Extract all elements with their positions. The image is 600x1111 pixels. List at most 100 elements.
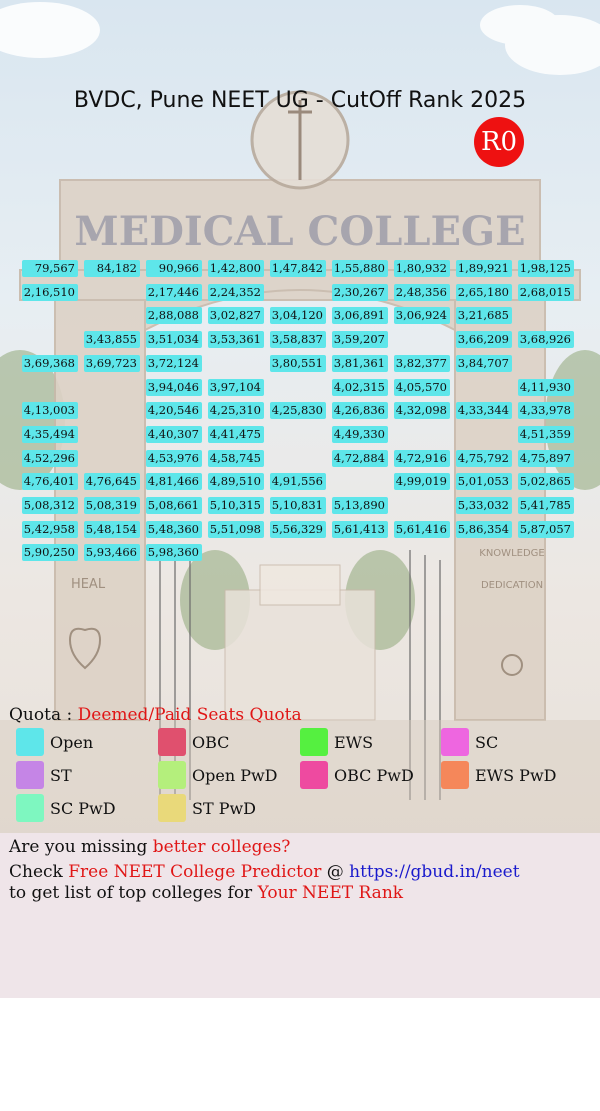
- rank-cell: 3,68,926: [518, 331, 574, 348]
- rank-cell: 5,41,785: [518, 497, 574, 514]
- rank-cell: 4,05,570: [394, 379, 450, 396]
- promo-text: Check: [9, 862, 69, 882]
- rank-cell: 2,88,088: [146, 307, 202, 324]
- legend-label: ST PwD: [192, 798, 257, 818]
- pillar-left-text: HEAL: [71, 577, 106, 592]
- legend-swatch: [158, 728, 186, 756]
- legend-label: EWS PwD: [475, 765, 557, 785]
- rank-cell: 3,53,361: [208, 331, 264, 348]
- rank-cell: 1,47,842: [270, 260, 326, 277]
- rank-cell: 4,91,556: [270, 473, 326, 490]
- rank-cell: 5,93,466: [84, 544, 140, 561]
- legend-item: OBC: [158, 727, 229, 757]
- legend-item: ST: [16, 760, 72, 790]
- legend-swatch: [16, 728, 44, 756]
- promo-line-2: Check Free NEET College Predictor @ http…: [9, 862, 520, 882]
- rank-cell: 5,86,354: [456, 521, 512, 538]
- rank-cell: 1,42,800: [208, 260, 264, 277]
- rank-cell: 4,25,310: [208, 402, 264, 419]
- rank-cell: 4,51,359: [518, 426, 574, 443]
- rank-cell: 5,10,831: [270, 497, 326, 514]
- legend-swatch: [158, 794, 186, 822]
- legend-label: SC PwD: [50, 798, 116, 818]
- page-title: BVDC, Pune NEET UG - CutOff Rank 2025: [73, 88, 527, 113]
- promo-text: @: [321, 862, 350, 882]
- rank-cell: 4,02,315: [332, 379, 388, 396]
- rank-cell: 2,17,446: [146, 284, 202, 301]
- rank-cell: 5,08,312: [22, 497, 78, 514]
- rank-cell: 4,52,296: [22, 450, 78, 467]
- rank-cell: 3,04,120: [270, 307, 326, 324]
- quota-value: Deemed/Paid Seats Quota: [77, 705, 302, 725]
- legend-label: EWS: [334, 732, 374, 752]
- rank-cell: 4,41,475: [208, 426, 264, 443]
- rank-cell: 3,58,837: [270, 331, 326, 348]
- legend-swatch: [441, 761, 469, 789]
- rank-cell: 2,24,352: [208, 284, 264, 301]
- legend-item: SC PwD: [16, 793, 116, 823]
- promo-line-3: to get list of top colleges for Your NEE…: [9, 883, 403, 903]
- rank-cell: 5,42,958: [22, 521, 78, 538]
- legend-label: Open PwD: [192, 765, 278, 785]
- predictor-link[interactable]: Free NEET College Predictor: [68, 862, 322, 882]
- legend-item: ST PwD: [158, 793, 256, 823]
- rank-cell: 5,61,413: [332, 521, 388, 538]
- rank-cell: 3,84,707: [456, 355, 512, 372]
- sign-text: MEDICAL COLLEGE: [74, 208, 525, 255]
- pillar-right-text-1: KNOWLEDGE: [479, 548, 544, 559]
- rank-cell: 84,182: [84, 260, 140, 277]
- rank-cell: 3,66,209: [456, 331, 512, 348]
- rank-cell: 2,65,180: [456, 284, 512, 301]
- rank-cell: 5,48,360: [146, 521, 202, 538]
- legend-label: Open: [50, 732, 94, 752]
- rank-cell: 4,72,884: [332, 450, 388, 467]
- rank-cell: 3,82,377: [394, 355, 450, 372]
- legend-item: Open PwD: [158, 760, 278, 790]
- legend-swatch: [441, 728, 469, 756]
- rank-cell: 4,20,546: [146, 402, 202, 419]
- rank-cell: 4,11,930: [518, 379, 574, 396]
- legend-item: OBC PwD: [300, 760, 414, 790]
- heart-icon: [68, 627, 102, 670]
- rank-cell: 2,16,510: [22, 284, 78, 301]
- promo-highlight: better colleges?: [152, 837, 291, 857]
- rank-cell: 3,59,207: [332, 331, 388, 348]
- rank-cell: 5,48,154: [84, 521, 140, 538]
- promo-highlight: Your NEET Rank: [257, 883, 404, 903]
- rank-cell: 1,55,880: [332, 260, 388, 277]
- legend-swatch: [158, 761, 186, 789]
- rank-cell: 5,01,053: [456, 473, 512, 490]
- rank-cell: 4,75,792: [456, 450, 512, 467]
- rank-cell: 4,32,098: [394, 402, 450, 419]
- rank-cell: 4,72,916: [394, 450, 450, 467]
- rank-cell: 3,06,891: [332, 307, 388, 324]
- rank-cell: 4,33,978: [518, 402, 574, 419]
- rank-cell: 79,567: [22, 260, 78, 277]
- rank-cell: 5,90,250: [22, 544, 78, 561]
- rank-cell: 3,80,551: [270, 355, 326, 372]
- rank-cell: 1,80,932: [394, 260, 450, 277]
- rank-cell: 5,61,416: [394, 521, 450, 538]
- url-link[interactable]: https://gbud.in/neet: [349, 862, 520, 882]
- rank-cell: 5,08,319: [84, 497, 140, 514]
- rank-cell: 4,25,830: [270, 402, 326, 419]
- stethoscope-icon: [501, 654, 523, 676]
- legend-item: EWS: [300, 727, 373, 757]
- rank-cell: 2,68,015: [518, 284, 574, 301]
- rank-cell: 90,966: [146, 260, 202, 277]
- rank-cell: 4,13,003: [22, 402, 78, 419]
- rank-cell: 3,69,368: [22, 355, 78, 372]
- rank-cell: 3,72,124: [146, 355, 202, 372]
- rank-cell: 5,98,360: [146, 544, 202, 561]
- promo-text: to get list of top colleges for: [9, 883, 258, 903]
- rank-cell: 3,21,685: [456, 307, 512, 324]
- legend-swatch: [16, 761, 44, 789]
- rank-cell: 3,69,723: [84, 355, 140, 372]
- legend-swatch: [300, 728, 328, 756]
- rank-cell: 4,76,645: [84, 473, 140, 490]
- legend-label: ST: [50, 765, 72, 785]
- rank-cell: 4,99,019: [394, 473, 450, 490]
- rank-cell: 2,48,356: [394, 284, 450, 301]
- rank-cell: 1,89,921: [456, 260, 512, 277]
- rank-cell: 4,75,897: [518, 450, 574, 467]
